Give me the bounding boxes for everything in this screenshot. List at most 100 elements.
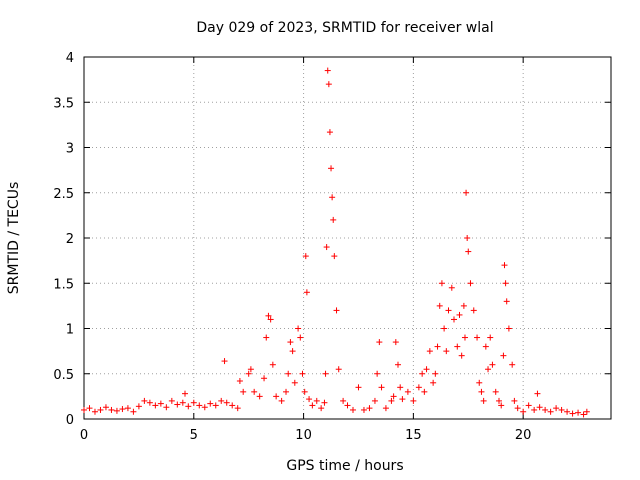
data-point: [81, 406, 87, 413]
data-point: [234, 405, 241, 412]
y-tick-label: 2: [66, 232, 74, 247]
data-point: [287, 339, 294, 346]
data-point: [434, 343, 441, 350]
data-point: [542, 406, 549, 413]
data-point: [289, 348, 296, 355]
y-tick-label: 1: [66, 323, 74, 338]
data-point: [438, 280, 445, 287]
data-point: [464, 235, 471, 241]
x-tick-label: 10: [295, 428, 312, 443]
data-point: [168, 397, 175, 404]
data-point: [392, 339, 399, 346]
y-tick-label: 3.5: [53, 96, 74, 111]
data-point: [470, 307, 477, 314]
data-point: [569, 410, 576, 417]
data-point: [301, 388, 308, 395]
data-point: [374, 370, 381, 377]
data-point: [482, 343, 489, 350]
data-point: [321, 399, 328, 406]
data-point: [456, 311, 463, 318]
data-point: [330, 216, 337, 223]
data-point: [553, 405, 560, 412]
data-point: [291, 379, 298, 386]
data-point: [328, 165, 335, 172]
data-point: [376, 339, 383, 346]
data-point: [534, 390, 541, 397]
data-point: [467, 280, 474, 287]
data-point: [309, 402, 316, 409]
data-point: [465, 248, 472, 255]
data-point: [245, 370, 252, 377]
data-point: [445, 307, 452, 314]
data-point: [218, 397, 225, 404]
data-point: [108, 406, 115, 413]
data-point: [119, 406, 126, 413]
data-point: [91, 408, 98, 415]
y-tick-label: 0: [66, 413, 74, 428]
data-point: [329, 194, 336, 201]
data-point: [502, 280, 509, 287]
data-point: [498, 402, 505, 409]
grid-lines: [84, 57, 611, 419]
x-tick-label: 20: [515, 428, 532, 443]
data-point: [536, 404, 543, 411]
data-point: [366, 405, 373, 412]
data-point: [474, 334, 481, 341]
data-point: [547, 408, 554, 415]
data-point: [124, 405, 131, 412]
data-point: [505, 325, 512, 332]
data-point: [146, 399, 153, 406]
data-point: [236, 377, 243, 384]
data-point: [303, 289, 310, 296]
data-point: [283, 388, 290, 395]
data-point: [397, 384, 404, 391]
data-point: [306, 396, 313, 403]
data-point: [487, 334, 494, 341]
data-point: [511, 397, 518, 404]
data-point: [436, 302, 443, 309]
data-point: [404, 388, 411, 395]
data-point: [295, 325, 302, 332]
data-point: [130, 408, 137, 415]
data-point: [575, 409, 582, 416]
data-point: [265, 312, 272, 319]
data-point: [458, 352, 465, 359]
data-point: [355, 384, 362, 391]
data-point: [461, 334, 468, 341]
data-point: [299, 370, 306, 377]
data-point: [441, 325, 448, 332]
data-point: [285, 370, 292, 377]
y-tick-label: 2.5: [53, 187, 74, 202]
data-point: [207, 400, 214, 407]
data-point: [496, 397, 503, 404]
data-point: [395, 361, 402, 368]
data-point: [421, 388, 428, 395]
data-point: [426, 348, 433, 355]
data-point: [97, 406, 104, 413]
data-point: [410, 397, 417, 404]
data-point: [509, 361, 516, 368]
data-point: [196, 402, 203, 409]
data-point: [269, 361, 276, 368]
data-point: [476, 379, 483, 386]
data-point: [318, 405, 325, 412]
data-point: [267, 316, 274, 323]
data-point: [340, 397, 347, 404]
y-tick-label: 4: [66, 51, 74, 66]
data-point: [520, 408, 527, 415]
data-point: [344, 402, 351, 409]
data-point: [278, 397, 285, 404]
data-point: [261, 375, 268, 382]
data-point: [273, 393, 280, 400]
data-point: [371, 397, 378, 404]
data-point: [223, 399, 230, 406]
data-point: [514, 405, 521, 412]
data-point: [135, 403, 142, 410]
data-point: [463, 189, 470, 196]
data-point: [323, 244, 330, 251]
data-point: [163, 404, 170, 411]
data-point: [485, 366, 492, 373]
data-point: [152, 402, 159, 409]
data-point: [450, 316, 457, 323]
data-point: [580, 411, 587, 418]
